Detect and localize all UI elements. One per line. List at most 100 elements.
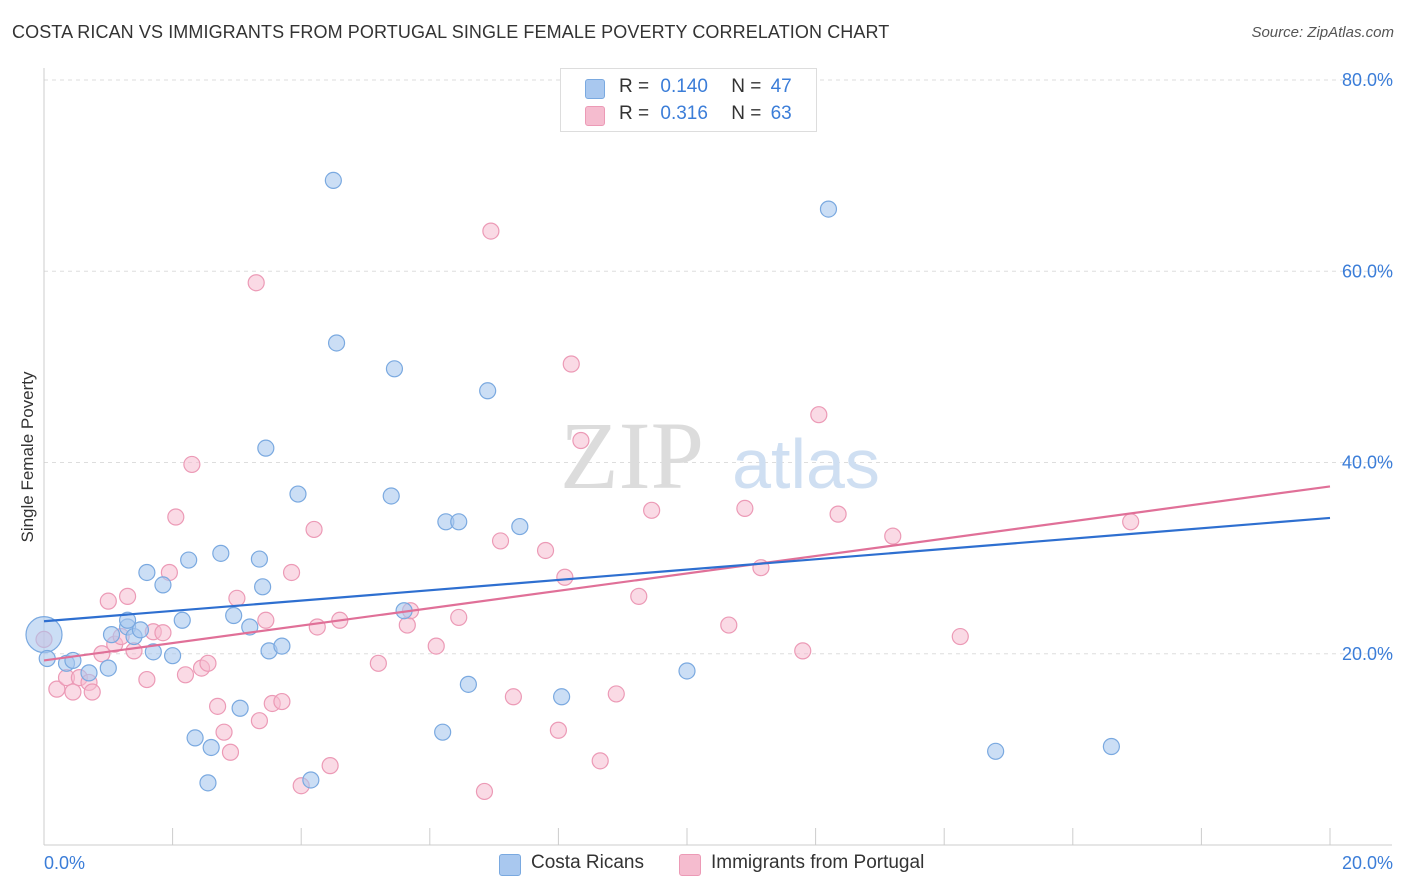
data-point-costa-ricans <box>250 550 269 568</box>
data-point-costa-ricans <box>186 729 204 747</box>
chart-title: COSTA RICAN VS IMMIGRANTS FROM PORTUGAL … <box>12 22 890 42</box>
data-point-costa-ricans <box>154 576 172 594</box>
data-point-immigrants-from-portugal <box>305 520 323 539</box>
y-tick-label: 80.0% <box>1342 70 1393 90</box>
legend-r-value: 0.140 <box>660 76 708 97</box>
data-point-costa-ricans <box>99 659 117 677</box>
data-point-costa-ricans <box>1102 737 1120 756</box>
data-point-costa-ricans <box>173 611 191 629</box>
correlation-legend: R = 0.140 N = 47 R = 0.316 N = 63 <box>560 68 817 132</box>
data-point-immigrants-from-portugal <box>951 627 969 646</box>
x-tick-label-max: 20.0% <box>1342 853 1393 873</box>
series-immigrants-from-portugal <box>35 222 1140 801</box>
tick-labels: 20.0% 40.0% 60.0% 80.0% 0.0% 20.0% <box>44 70 1393 873</box>
data-point-costa-ricans <box>511 517 529 536</box>
data-point-costa-ricans <box>302 771 320 789</box>
trend-lines <box>43 485 1331 662</box>
legend-swatch-pink <box>679 854 701 876</box>
data-point-immigrants-from-portugal <box>228 589 246 607</box>
data-point-costa-ricans <box>385 360 404 378</box>
data-point-immigrants-from-portugal <box>630 587 648 605</box>
data-point-immigrants-from-portugal <box>736 499 754 517</box>
legend-n-value: 47 <box>770 76 792 97</box>
data-point-costa-ricans <box>324 171 342 190</box>
data-point-costa-ricans <box>257 439 275 457</box>
data-point-costa-ricans <box>80 664 98 682</box>
data-point-immigrants-from-portugal <box>829 505 847 523</box>
data-point-costa-ricans <box>118 611 137 629</box>
data-point-immigrants-from-portugal <box>125 642 143 660</box>
data-point-costa-ricans <box>144 643 162 661</box>
data-point-immigrants-from-portugal <box>247 274 265 292</box>
data-point-immigrants-from-portugal <box>549 721 568 739</box>
data-point-immigrants-from-portugal <box>199 654 217 672</box>
data-point-costa-ricans <box>479 382 497 400</box>
data-point-immigrants-from-portugal <box>138 670 156 689</box>
data-point-immigrants-from-portugal <box>591 752 609 770</box>
data-point-immigrants-from-portugal <box>321 757 339 775</box>
data-point-costa-ricans <box>459 675 477 693</box>
data-point-costa-ricans <box>231 699 249 717</box>
data-point-costa-ricans <box>138 563 156 582</box>
data-point-costa-ricans <box>102 626 121 644</box>
data-point-costa-ricans <box>678 662 696 680</box>
data-point-costa-ricans <box>25 616 63 654</box>
series-costa-ricans <box>25 171 1120 792</box>
data-point-costa-ricans <box>450 513 468 531</box>
data-point-immigrants-from-portugal <box>536 541 555 560</box>
y-tick-label: 60.0% <box>1342 261 1393 281</box>
data-point-immigrants-from-portugal <box>257 611 275 629</box>
data-point-immigrants-from-portugal <box>176 666 195 684</box>
data-point-immigrants-from-portugal <box>167 508 185 526</box>
data-point-immigrants-from-portugal <box>810 406 828 424</box>
data-point-immigrants-from-portugal <box>398 616 416 634</box>
axes <box>43 68 1392 846</box>
source-label: Source: ZipAtlas.com <box>1251 24 1394 41</box>
data-point-immigrants-from-portugal <box>308 618 326 636</box>
legend-r-label: R = <box>619 103 650 124</box>
legend-swatch-pink <box>585 106 605 126</box>
data-point-immigrants-from-portugal <box>491 532 510 550</box>
data-point-costa-ricans <box>289 485 307 503</box>
data-point-costa-ricans <box>382 487 400 505</box>
watermark-atlas: atlas <box>732 425 880 503</box>
y-tick-label: 20.0% <box>1342 644 1393 664</box>
x-tick-label-min: 0.0% <box>44 853 85 873</box>
data-point-immigrants-from-portugal <box>482 222 500 240</box>
data-point-immigrants-from-portugal <box>83 683 101 701</box>
data-point-immigrants-from-portugal <box>250 712 269 730</box>
legend-r-value: 0.316 <box>660 103 708 124</box>
data-point-costa-ricans <box>212 544 230 562</box>
data-point-costa-ricans <box>164 647 182 665</box>
legend-label-costa-ricans: Costa Ricans <box>531 852 644 873</box>
data-point-immigrants-from-portugal <box>64 683 82 701</box>
y-tick-label: 40.0% <box>1342 453 1393 473</box>
watermark: ZIP atlas <box>560 402 880 509</box>
data-point-costa-ricans <box>273 637 291 655</box>
data-point-immigrants-from-portugal <box>209 697 227 715</box>
data-point-immigrants-from-portugal <box>369 654 387 672</box>
data-point-immigrants-from-portugal <box>884 527 902 545</box>
data-point-immigrants-from-portugal <box>282 563 301 582</box>
legend-n-label: N = <box>731 76 762 97</box>
data-point-immigrants-from-portugal <box>794 642 812 660</box>
data-point-costa-ricans <box>202 738 220 757</box>
legend-swatch-blue <box>585 79 605 99</box>
data-point-immigrants-from-portugal <box>154 624 172 642</box>
data-point-costa-ricans <box>131 621 150 639</box>
data-point-immigrants-from-portugal <box>118 587 137 605</box>
trend-line-costa-ricans <box>43 516 1331 623</box>
data-point-immigrants-from-portugal <box>572 431 590 450</box>
data-point-costa-ricans <box>254 578 272 596</box>
legend-n-value: 63 <box>770 103 792 124</box>
data-point-immigrants-from-portugal <box>183 455 201 474</box>
trend-line-immigrants-from-portugal <box>43 485 1331 662</box>
data-point-immigrants-from-portugal <box>504 688 522 706</box>
data-point-immigrants-from-portugal <box>450 608 468 627</box>
series-legend: Costa Ricans Immigrants from Portugal <box>0 852 1406 878</box>
data-point-immigrants-from-portugal <box>215 723 233 741</box>
data-point-immigrants-from-portugal <box>556 568 574 586</box>
data-point-immigrants-from-portugal <box>562 355 580 373</box>
data-point-immigrants-from-portugal <box>643 501 661 519</box>
